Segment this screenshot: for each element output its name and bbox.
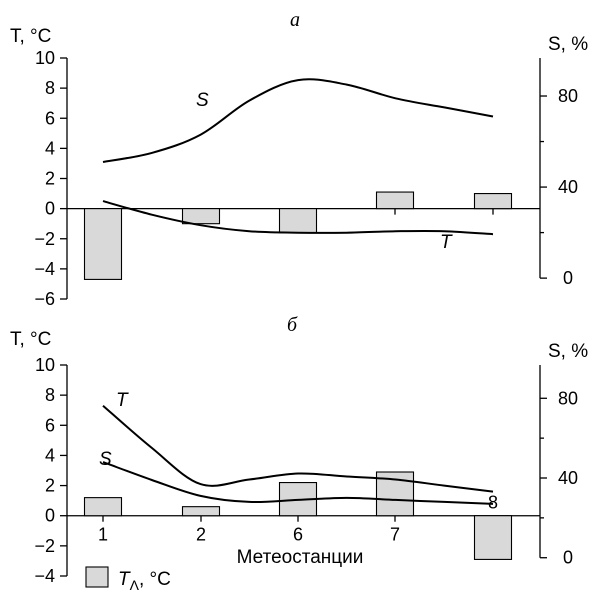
legend-symbol: T bbox=[118, 569, 131, 590]
legend-subscript: Λ bbox=[130, 577, 140, 590]
bar-7 bbox=[375, 191, 415, 210]
legend-unit: , °C bbox=[139, 569, 171, 590]
bar-1 bbox=[83, 208, 123, 280]
right-y-tick-label: 0 bbox=[563, 548, 573, 568]
left-y-tick-label: −6 bbox=[34, 289, 55, 309]
curve-T bbox=[102, 404, 494, 493]
left-y-tick-label: 2 bbox=[45, 476, 55, 496]
bar-2 bbox=[181, 506, 221, 517]
left-y-tick-label: 0 bbox=[45, 506, 55, 526]
category-label-7: 7 bbox=[390, 525, 400, 545]
legend-label: TΛ, °C bbox=[118, 569, 171, 590]
left-y-tick-label: −4 bbox=[34, 259, 55, 279]
curve-label-S: S bbox=[196, 90, 209, 111]
panel-a: а T, °C S, % 10 8 6 4 2 0 −2 −4 −6 80 40 0 S T bbox=[10, 9, 588, 309]
bar-1 bbox=[83, 497, 123, 517]
left-y-tick-label: 6 bbox=[45, 415, 55, 435]
curve-S bbox=[102, 78, 494, 163]
bar-8 bbox=[473, 193, 513, 210]
panel-a-right-axis-label: S, % bbox=[548, 34, 588, 55]
left-y-tick-label: −4 bbox=[34, 566, 55, 586]
left-y-tick-label: 4 bbox=[45, 445, 55, 465]
curve-label-S: S bbox=[99, 449, 112, 470]
bar-6 bbox=[278, 208, 318, 234]
panel-b: б T, °C S, % Метеостанции 1086420−2−4804… bbox=[10, 314, 588, 586]
category-label-6: 6 bbox=[293, 525, 303, 545]
panel-a-title: а bbox=[290, 9, 300, 31]
category-label-8: 8 bbox=[488, 493, 498, 513]
left-y-tick-label: 8 bbox=[45, 78, 55, 98]
left-y-tick-label: 8 bbox=[45, 385, 55, 405]
bar-2 bbox=[181, 208, 221, 225]
curve-T bbox=[102, 200, 494, 236]
left-y-tick-label: 2 bbox=[45, 169, 55, 189]
category-label-1: 1 bbox=[98, 525, 108, 545]
panel-b-title: б bbox=[287, 314, 298, 336]
left-y-tick-label: 10 bbox=[35, 48, 55, 68]
curve-S bbox=[102, 461, 494, 505]
left-y-tick-label: 10 bbox=[35, 355, 55, 375]
right-y-tick-label: 0 bbox=[563, 268, 573, 288]
right-y-tick-label: 40 bbox=[558, 177, 578, 197]
bar-8 bbox=[473, 515, 513, 560]
left-y-tick-label: 4 bbox=[45, 138, 55, 158]
x-axis-title: Метеостанции bbox=[237, 547, 364, 568]
left-y-tick-label: −2 bbox=[34, 229, 55, 249]
panel-b-right-axis-label: S, % bbox=[548, 341, 588, 362]
curve-label-T: T bbox=[440, 232, 453, 253]
left-y-tick-label: 6 bbox=[45, 108, 55, 128]
right-y-tick-label: 40 bbox=[558, 468, 578, 488]
left-y-tick-label: 0 bbox=[45, 199, 55, 219]
panel-b-left-axis-label: T, °C bbox=[10, 329, 51, 350]
panel-a-left-axis-label: T, °C bbox=[10, 26, 51, 47]
right-y-tick-label: 80 bbox=[558, 388, 578, 408]
legend-swatch bbox=[85, 566, 109, 588]
left-y-tick-label: −2 bbox=[34, 536, 55, 556]
right-y-tick-label: 80 bbox=[558, 86, 578, 106]
curve-label-T: T bbox=[116, 390, 129, 411]
category-label-2: 2 bbox=[196, 525, 206, 545]
legend: TΛ, °C bbox=[85, 566, 171, 590]
